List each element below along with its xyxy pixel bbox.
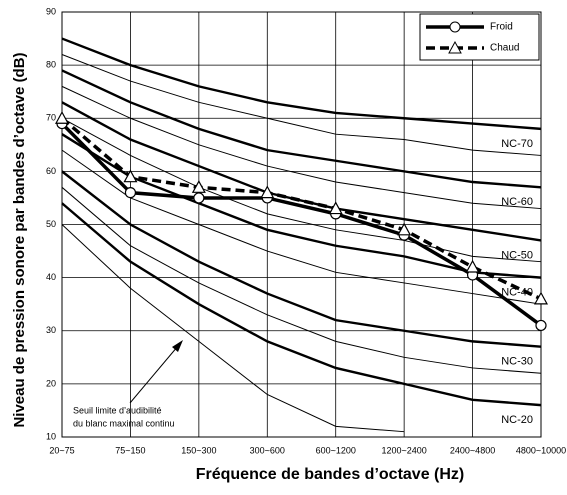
legend-marker <box>449 21 461 33</box>
x-tick-label: 150~300 <box>181 445 216 455</box>
nc-label: NC-70 <box>501 138 533 150</box>
marker <box>123 169 138 183</box>
nc-curve <box>61 149 542 305</box>
series-line <box>60 116 542 301</box>
annotation-arrowhead <box>172 340 183 352</box>
marker <box>535 319 547 332</box>
legend-marker <box>448 40 462 54</box>
annotation: Seuil limite d’audibilité <box>73 405 162 415</box>
nc-curve <box>61 69 542 189</box>
nc-curve <box>61 224 405 433</box>
marker <box>533 291 549 305</box>
x-tick-label: 300~600 <box>250 445 285 455</box>
y-tick-label: 20 <box>46 378 56 388</box>
nc-curve <box>61 54 542 156</box>
marker <box>191 180 206 193</box>
y-tick-label: 40 <box>46 272 56 282</box>
x-tick-label: 1200~2400 <box>381 445 426 455</box>
marker <box>54 110 70 124</box>
marker <box>124 187 137 199</box>
y-tick-label: 30 <box>46 325 56 335</box>
x-axis-title: Fréquence de bandes d’octave (Hz) <box>196 466 465 483</box>
y-tick-label: 80 <box>46 60 56 70</box>
marker <box>193 192 205 204</box>
x-tick-label: 2400~4800 <box>450 445 495 455</box>
legend-label: Froid <box>490 22 513 33</box>
nc-curve <box>61 202 542 407</box>
legend-box <box>419 13 540 61</box>
y-axis-title: Niveau de pression sonore par bandes d’o… <box>11 52 28 427</box>
y-tick-label: 70 <box>46 113 56 123</box>
y-tick-label: 50 <box>46 219 56 229</box>
nc-curve <box>61 186 542 374</box>
nc-curve <box>61 117 542 263</box>
legend-label: Chaud <box>490 43 519 54</box>
y-tick-label: 90 <box>46 6 56 16</box>
marker <box>328 201 343 215</box>
nc-curve <box>61 101 542 242</box>
nc-label: NC-20 <box>501 414 533 426</box>
marker <box>260 185 275 199</box>
series-line <box>60 122 543 327</box>
marker <box>397 222 412 236</box>
annotation: du blanc maximal continu <box>73 418 175 428</box>
nc-curve <box>61 170 542 348</box>
x-tick-label: 600~1200 <box>316 445 356 455</box>
y-tick-label: 60 <box>46 166 56 176</box>
x-tick-label: 4800~10000 <box>516 445 566 455</box>
nc-label: NC-30 <box>501 356 533 368</box>
nc-curve <box>61 85 542 210</box>
marker <box>465 259 480 273</box>
y-tick-label: 10 <box>46 431 56 441</box>
nc-curve <box>61 37 542 131</box>
x-tick-label: 75~150 <box>115 445 145 455</box>
annotation-arrow <box>129 345 179 404</box>
x-tick-label: 20~75 <box>49 445 74 455</box>
